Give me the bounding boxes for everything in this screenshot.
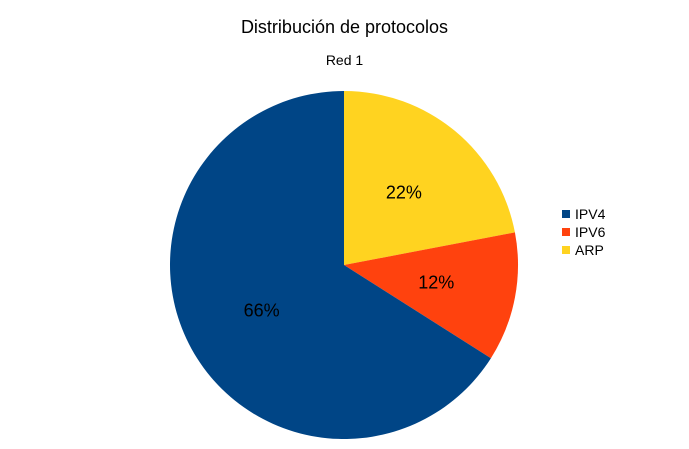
legend-swatch-arp <box>562 246 570 254</box>
pie-slice-arp <box>344 91 515 265</box>
data-label-ipv6: 12% <box>418 273 454 293</box>
legend-item-ipv6: IPV6 <box>562 223 605 241</box>
legend-swatch-ipv6 <box>562 228 570 236</box>
legend-label-ipv6: IPV6 <box>575 224 606 240</box>
legend: IPV4 IPV6 ARP <box>562 205 605 259</box>
pie-slice-ipv6 <box>344 232 518 359</box>
data-label-arp: 22% <box>386 183 422 203</box>
legend-label-ipv4: IPV4 <box>575 206 606 222</box>
legend-item-ipv4: IPV4 <box>562 205 605 223</box>
chart-title: Distribución de protocolos <box>240 17 449 37</box>
legend-swatch-ipv4 <box>562 210 570 218</box>
chart-subtitle: Red 1 <box>325 52 364 68</box>
legend-label-arp: ARP <box>575 242 604 258</box>
data-label-ipv4: 66% <box>244 300 280 320</box>
pie-slice-ipv4 <box>169 91 491 439</box>
legend-item-arp: ARP <box>562 241 605 259</box>
